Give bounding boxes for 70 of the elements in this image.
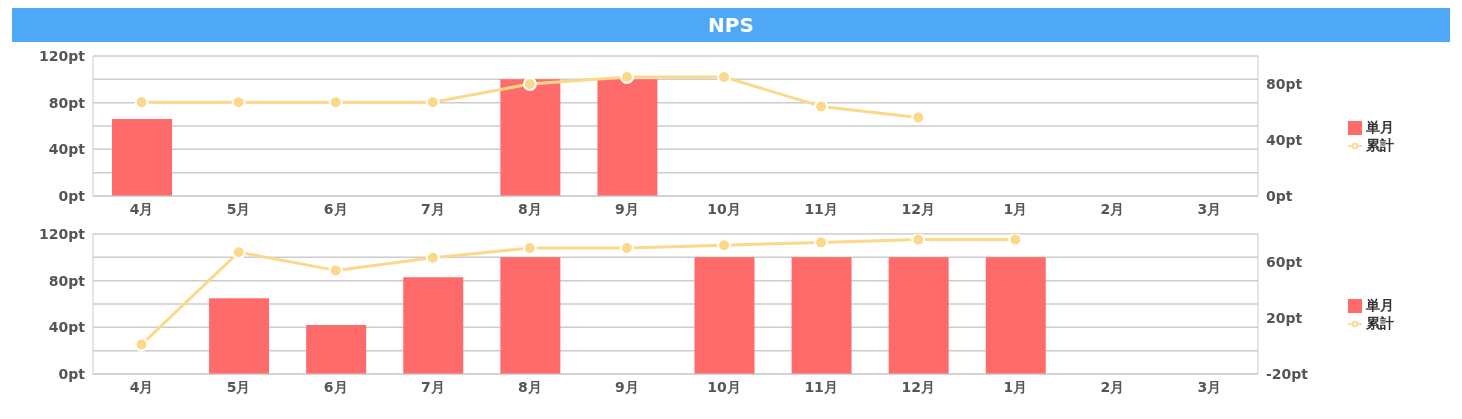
y-tick-label: 0pt	[58, 187, 86, 204]
x-tick-label: 6月	[323, 200, 348, 217]
point	[425, 95, 440, 110]
point	[814, 99, 829, 114]
bar	[209, 298, 270, 374]
y2-tick-label: 0pt	[1266, 187, 1293, 204]
x-tick-label: 9月	[615, 378, 639, 395]
point	[717, 70, 732, 84]
x-tick-label: 3月	[1197, 378, 1222, 395]
x-tick-label: 7月	[420, 200, 445, 217]
x-tick-label: 11月	[804, 200, 838, 217]
x-tick-label: 4月	[129, 378, 154, 395]
y2-tick-label: 60pt	[1266, 253, 1303, 270]
point	[231, 245, 246, 260]
point	[522, 241, 537, 255]
x-tick-label: 10月	[707, 378, 741, 395]
point	[425, 250, 440, 265]
legend-label: 単月	[1366, 119, 1394, 135]
x-tick-label: 5月	[226, 378, 251, 395]
point	[619, 241, 634, 255]
y2-tick-label: -20pt	[1266, 365, 1309, 382]
x-tick-label: 11月	[804, 378, 838, 395]
legend-label: 累計	[1366, 137, 1394, 153]
bar	[791, 257, 852, 374]
chart-title: NPS	[12, 8, 1450, 42]
point	[911, 234, 926, 247]
x-tick-label: 1月	[1003, 200, 1028, 217]
x-tick-label: 12月	[901, 378, 935, 395]
y2-tick-label: 20pt	[1266, 309, 1303, 326]
bar	[306, 325, 367, 374]
y2-tick-label: 80pt	[1266, 75, 1303, 92]
point	[134, 337, 149, 352]
point	[717, 238, 732, 253]
y-tick-label: 40pt	[48, 141, 86, 158]
x-tick-label: 2月	[1100, 378, 1125, 395]
legend-label: 累計	[1366, 315, 1394, 331]
y-tick-label: 80pt	[48, 94, 86, 111]
bar	[500, 257, 561, 374]
bar	[985, 257, 1046, 374]
y-tick-label: 80pt	[48, 272, 86, 289]
x-tick-label: 7月	[420, 378, 445, 395]
point	[619, 70, 634, 84]
bar	[403, 277, 464, 374]
point	[1008, 234, 1023, 247]
y-tick-label: 40pt	[48, 319, 86, 336]
x-tick-label: 2月	[1100, 200, 1125, 217]
x-tick-label: 9月	[615, 200, 639, 217]
x-tick-label: 5月	[226, 200, 251, 217]
bar	[888, 257, 949, 374]
x-tick-label: 12月	[901, 200, 935, 217]
point	[328, 263, 343, 278]
point	[134, 95, 149, 110]
point	[328, 95, 343, 110]
y-tick-label: 120pt	[39, 47, 86, 64]
x-tick-label: 1月	[1003, 378, 1028, 395]
point	[911, 110, 926, 125]
x-tick-label: 10月	[707, 200, 741, 217]
y-tick-label: 0pt	[58, 365, 86, 382]
x-tick-label: 6月	[323, 378, 348, 395]
x-tick-label: 3月	[1197, 200, 1222, 217]
point	[231, 95, 246, 110]
point	[814, 235, 829, 250]
x-tick-label: 8月	[518, 200, 542, 217]
point	[522, 77, 537, 91]
bar	[694, 257, 755, 374]
x-tick-label: 4月	[129, 200, 154, 217]
x-tick-label: 8月	[518, 378, 542, 395]
y2-tick-label: 40pt	[1266, 131, 1303, 148]
legend-label: 単月	[1366, 297, 1394, 313]
y-tick-label: 120pt	[39, 225, 86, 242]
